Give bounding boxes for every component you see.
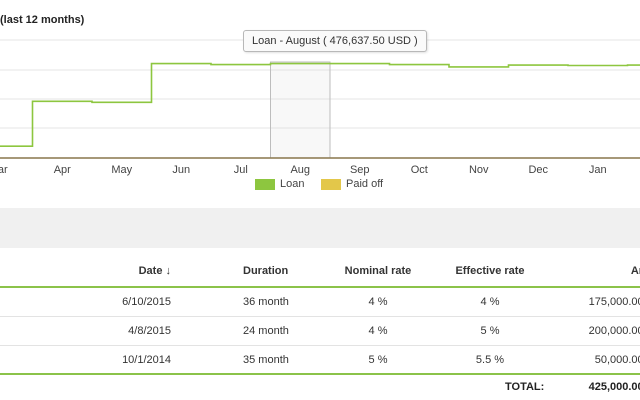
x-tick-label: Sep: [350, 164, 370, 176]
chart-tooltip: Loan - August ( 476,637.50 USD ): [243, 30, 427, 52]
header-divider: [0, 286, 640, 288]
x-tick-label: Aug: [290, 164, 310, 176]
table-row[interactable]: 4/8/2015 24 month 4 % 5 % 200,000.00 EU: [0, 317, 640, 346]
legend-label-paid-off: Paid off: [346, 178, 384, 190]
cell-duration: 36 month: [243, 296, 289, 308]
cell-effective-rate: 5.5 %: [475, 354, 505, 366]
column-header-date[interactable]: Date ↓: [138, 265, 171, 277]
total-divider: [0, 373, 640, 375]
legend-swatch-loan: [255, 178, 275, 190]
table-row[interactable]: 10/1/2014 35 month 5 % 5.5 % 50,000.00 E…: [0, 346, 640, 375]
cell-date: 4/8/2015: [128, 325, 171, 337]
cell-nominal-rate: 4 %: [368, 325, 388, 337]
cell-duration: 35 month: [243, 354, 289, 366]
cell-amount: 175,000.00 EU: [588, 296, 640, 308]
cell-effective-rate: 5 %: [480, 325, 500, 337]
total-label: TOTAL:: [505, 381, 545, 393]
x-tick-label: Jun: [172, 164, 190, 176]
chart-legend: Loan Paid off: [0, 178, 640, 192]
cell-date: 6/10/2015: [122, 296, 171, 308]
column-header-effective-rate[interactable]: Effective rate: [455, 265, 525, 277]
legend-swatch-paid-off: [321, 178, 341, 190]
x-tick-label: ar: [0, 164, 8, 176]
table-row[interactable]: 6/10/2015 36 month 4 % 4 % 175,000.00 EU: [0, 288, 640, 317]
cell-nominal-rate: 4 %: [368, 296, 388, 308]
column-header-duration[interactable]: Duration: [243, 265, 289, 277]
x-tick-label: Dec: [528, 164, 548, 176]
cell-amount: 50,000.00 EU: [594, 354, 640, 366]
legend-item-loan[interactable]: Loan: [255, 178, 304, 190]
legend-item-paid-off[interactable]: Paid off: [321, 178, 383, 190]
highlight-band: [270, 61, 331, 159]
cell-nominal-rate: 5 %: [368, 354, 388, 366]
cell-duration: 24 month: [243, 325, 289, 337]
filter-bar: [0, 208, 640, 248]
x-tick-label: Jan: [589, 164, 607, 176]
x-tick-label: Nov: [469, 164, 489, 176]
total-row: TOTAL: 425,000.00 US: [0, 377, 640, 397]
table-header-row: Date ↓ Duration Nominal rate Effective r…: [0, 256, 640, 286]
cell-date: 10/1/2014: [122, 354, 171, 366]
loans-table: Date ↓ Duration Nominal rate Effective r…: [0, 256, 640, 400]
loan-chart: arAprMayJunJulAugSepOctNovDecJanF: [0, 39, 640, 176]
cell-amount: 200,000.00 EU: [588, 325, 640, 337]
legend-label-loan: Loan: [280, 178, 305, 190]
total-value: 425,000.00 US: [588, 381, 640, 393]
chart-title: (last 12 months): [0, 14, 85, 26]
column-header-nominal-rate[interactable]: Nominal rate: [344, 265, 412, 277]
series-line-loan: [0, 62, 640, 147]
x-tick-label: May: [111, 164, 132, 176]
x-tick-label: Jul: [234, 164, 248, 176]
x-tick-label: Apr: [54, 164, 71, 176]
column-header-amount[interactable]: Amou: [630, 265, 640, 277]
cell-effective-rate: 4 %: [480, 296, 500, 308]
x-tick-label: Oct: [411, 164, 428, 176]
